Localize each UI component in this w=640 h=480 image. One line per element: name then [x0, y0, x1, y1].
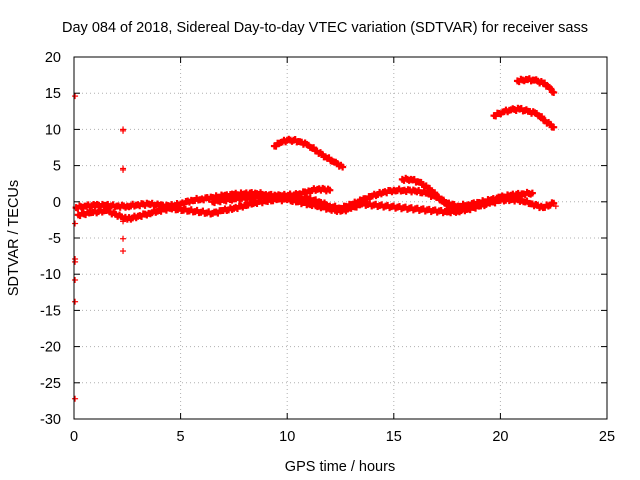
y-axis-label: SDTVAR / TECUs [6, 180, 22, 296]
series-morning-arc [270, 135, 347, 171]
y-tick-label: 10 [45, 122, 61, 138]
x-tick-label: 10 [279, 429, 295, 445]
data-point-fill [360, 199, 449, 217]
data-point [528, 189, 536, 197]
data-point [552, 203, 559, 210]
data-point-fill [114, 201, 130, 211]
data-point [550, 88, 558, 96]
data-points [72, 75, 559, 402]
series-evening-arc-lower [490, 104, 558, 131]
data-point [72, 220, 79, 227]
data-point [449, 204, 457, 212]
data-point [72, 276, 79, 283]
y-tick-label: -10 [40, 267, 61, 283]
series-mid-arc [209, 184, 334, 207]
data-point [550, 123, 558, 131]
y-tick-label: -15 [40, 303, 61, 319]
data-point [72, 395, 79, 402]
data-point-fill [466, 202, 481, 214]
data-point-fill [392, 185, 407, 195]
data-point-fill [296, 188, 311, 198]
x-axis-label: GPS time / hours [285, 459, 395, 475]
data-point-fill [434, 193, 447, 205]
data-point-fill [253, 191, 279, 202]
y-tick-label: 15 [45, 86, 61, 102]
y-tick-label: -30 [40, 412, 61, 428]
axis-ticks: 0 5 10 15 20 25 20 15 10 5 0 -5 -10 -15 -20 -25 -30 [40, 50, 615, 445]
x-tick-label: 15 [386, 429, 402, 445]
y-tick-label: 20 [45, 50, 61, 66]
data-point [72, 258, 79, 265]
x-tick-label: 5 [177, 429, 185, 445]
data-point [120, 218, 127, 225]
y-tick-label: 5 [53, 159, 61, 175]
series-evening-arc-upper [513, 75, 558, 96]
data-point [326, 186, 334, 194]
series-afternoon-arc [398, 174, 457, 212]
data-point [339, 163, 347, 171]
data-point [120, 127, 127, 134]
data-point-fill [274, 190, 300, 201]
data-point-fill [519, 188, 535, 199]
data-point [72, 298, 79, 305]
data-point [120, 166, 127, 173]
y-tick-label: -5 [48, 231, 61, 247]
series-isolated-points [72, 93, 559, 402]
y-tick-label: -25 [40, 376, 61, 392]
y-tick-label: -20 [40, 340, 61, 356]
x-tick-label: 25 [599, 429, 615, 445]
x-tick-label: 0 [70, 429, 78, 445]
x-tick-label: 20 [492, 429, 508, 445]
data-point [72, 93, 79, 100]
chart-title: Day 084 of 2018, Sidereal Day-to-day VTE… [62, 20, 588, 36]
y-tick-label: 0 [53, 195, 61, 211]
data-point-fill [168, 204, 215, 218]
data-point [120, 235, 127, 242]
data-point-fill [488, 196, 503, 207]
data-point [120, 248, 127, 255]
data-point-fill [413, 186, 428, 197]
